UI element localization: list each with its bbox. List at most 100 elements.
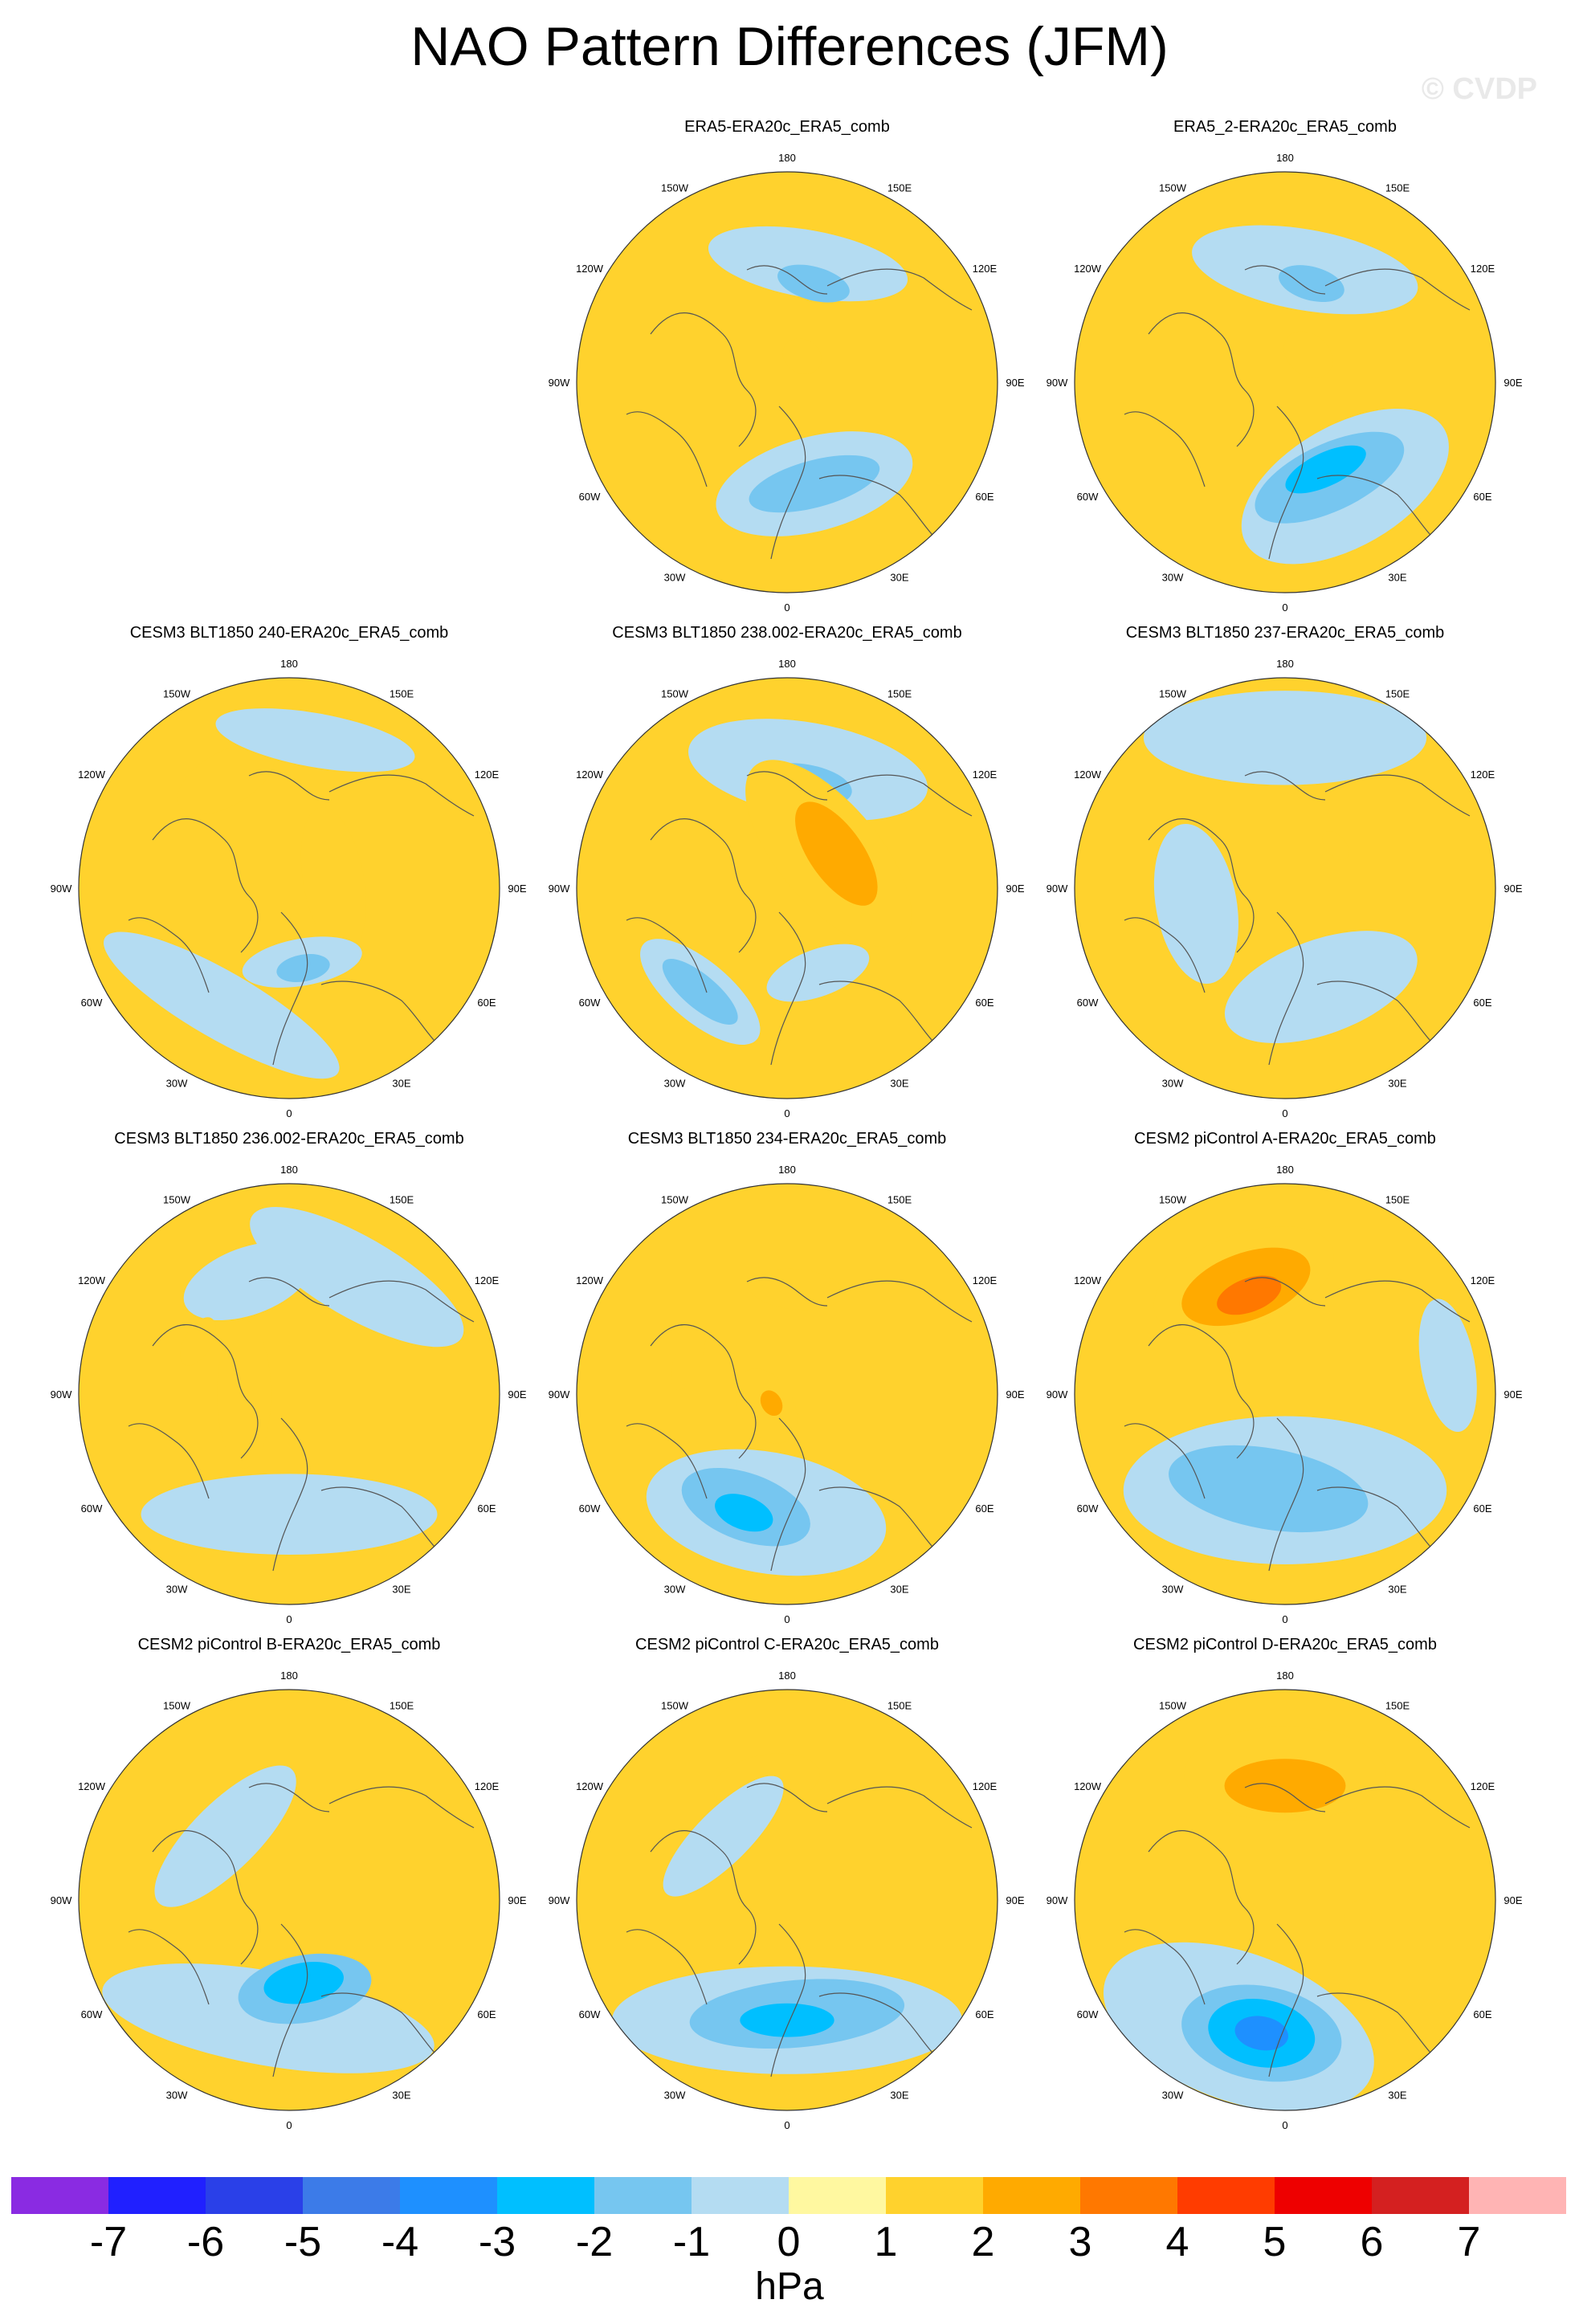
lon-label: 60E [1473, 1502, 1491, 1515]
lon-label: 60W [81, 2008, 103, 2020]
lon-label: 0 [784, 1613, 790, 1625]
lon-label: 90E [1006, 1388, 1024, 1401]
polar-map: 180 0 90W 90E 150W 150E 120W 120E 60W 60E 30W 30E [549, 1670, 1025, 2131]
lon-label: 120W [78, 1780, 106, 1792]
lon-label: 150E [1385, 1194, 1410, 1206]
anomaly-contour [795, 801, 878, 906]
lon-label: 90E [1504, 377, 1522, 389]
anomaly-contour [1143, 691, 1427, 785]
coastline [128, 1423, 210, 1499]
anomaly-contour [1283, 331, 1333, 378]
coastline [650, 1830, 757, 1965]
coastline [1124, 1929, 1206, 2005]
lon-label: 150E [887, 1700, 912, 1712]
lon-label: 180 [1276, 658, 1294, 670]
colorbar-segment [206, 2177, 304, 2214]
lon-label: 180 [280, 1670, 298, 1682]
lon-label: 30E [890, 2089, 908, 2101]
colorbar-segment [303, 2177, 401, 2214]
lon-label: 60W [81, 997, 103, 1009]
lon-label: 120E [475, 1780, 500, 1792]
coastline [826, 774, 973, 817]
coastline [320, 981, 443, 1050]
lon-label: 120W [78, 769, 106, 781]
polar-map: 180 0 90W 90E 150W 150E 120W 120E 60W 60E 30W 30E [1047, 658, 1523, 1119]
lon-label: 60W [579, 997, 601, 1009]
lon-label: 60W [579, 1502, 601, 1515]
anomaly-contour [154, 1765, 296, 1907]
lon-label: 150W [661, 1194, 689, 1206]
lon-label: 90W [549, 1894, 570, 1906]
lon-label: 60E [477, 1502, 496, 1515]
lon-label: 0 [1282, 601, 1287, 614]
anomaly-contour [1224, 1759, 1346, 1813]
lon-label: 0 [286, 1107, 292, 1119]
coastline [746, 1277, 828, 1307]
coastline [1268, 406, 1304, 560]
panel-title: ERA5_2-ERA20c_ERA5_comb [1173, 118, 1397, 136]
lon-label: 180 [1276, 1670, 1294, 1682]
lon-label: 150E [390, 1194, 414, 1206]
coastline [770, 1417, 806, 1572]
lon-label: 120W [1074, 263, 1102, 275]
lon-label: 30E [1388, 2089, 1406, 2101]
anomaly-contour [276, 954, 330, 983]
lon-label: 90W [1047, 377, 1068, 389]
coastline [320, 1992, 443, 2061]
coastline [1316, 1486, 1438, 1555]
coastline [1124, 1423, 1206, 1499]
coastline [650, 818, 757, 953]
colorbar-segment [11, 2177, 109, 2214]
anomaly-contour [263, 1961, 344, 2004]
lon-label: 150E [887, 182, 912, 194]
lon-label: 150W [661, 688, 689, 700]
lon-label: 120W [78, 1274, 106, 1286]
lon-label: 0 [1282, 1613, 1287, 1625]
lon-label: 90W [549, 377, 570, 389]
map-panel: ERA5-ERA20c_ERA5_comb 180 0 90W 90E 150W 150E 1… [538, 118, 1036, 618]
panel-title: CESM2 piControl B-ERA20c_ERA5_comb [137, 1636, 441, 1653]
anomaly-contour [183, 1242, 312, 1321]
lon-label: 90W [1047, 1388, 1068, 1401]
lon-label: 30W [1162, 571, 1184, 583]
anomaly-contour [1234, 2016, 1288, 2051]
anomaly-contour [777, 264, 850, 303]
anomaly-contour [766, 944, 870, 1002]
lon-label: 0 [286, 2119, 292, 2131]
lon-label: 0 [286, 1613, 292, 1625]
lon-label: 30E [890, 1583, 908, 1595]
lon-label: 120W [576, 769, 604, 781]
anomaly-contour [141, 1474, 438, 1555]
lon-label: 30E [1388, 571, 1406, 583]
anomaly-contour [1224, 931, 1418, 1044]
anomaly-contour [715, 1494, 773, 1532]
anomaly-contour [1279, 265, 1344, 303]
anomaly-contour [708, 226, 908, 302]
colorbar-segment [594, 2177, 692, 2214]
coastline [1148, 1830, 1255, 1965]
lon-label: 30E [392, 2089, 410, 2101]
lon-label: 180 [778, 1670, 796, 1682]
coastline [328, 774, 475, 817]
panel-title: CESM3 BLT1850 236.002-ERA20c_ERA5_comb [114, 1130, 464, 1148]
lon-label: 120E [1471, 1780, 1495, 1792]
lon-label: 30E [392, 1583, 410, 1595]
polar-map: 180 0 90W 90E 150W 150E 120W 120E 60W 60E 30W 30E [1047, 152, 1523, 614]
lon-label: 150W [163, 1194, 191, 1206]
map-border [1074, 1183, 1496, 1605]
polar-map: 180 0 90W 90E 150W 150E 120W 120E 60W 60E 30W 30E [549, 1164, 1025, 1625]
polar-map: 180 0 90W 90E 150W 150E 120W 120E 60W 60E 30W 30E [1047, 1164, 1523, 1625]
lon-label: 120W [576, 1274, 604, 1286]
colorbar-segment [108, 2177, 206, 2214]
lon-label: 180 [1276, 1164, 1294, 1176]
map-border [576, 1689, 998, 2111]
watermark: © CVDP [1421, 72, 1537, 106]
lon-label: 180 [280, 658, 298, 670]
anomaly-contour [1217, 1275, 1282, 1315]
coastline [1124, 917, 1206, 993]
map-border [576, 171, 998, 593]
colorbar-segment [1372, 2177, 1470, 2214]
polar-map: 180 0 90W 90E 150W 150E 120W 120E 60W 60E 30W 30E [549, 152, 1025, 614]
map-panel: CESM2 piControl B-ERA20c_ERA5_comb 180 0 90… [40, 1636, 538, 2136]
polar-map: 180 0 90W 90E 150W 150E 120W 120E 60W 60E 30W 30E [549, 658, 1025, 1119]
